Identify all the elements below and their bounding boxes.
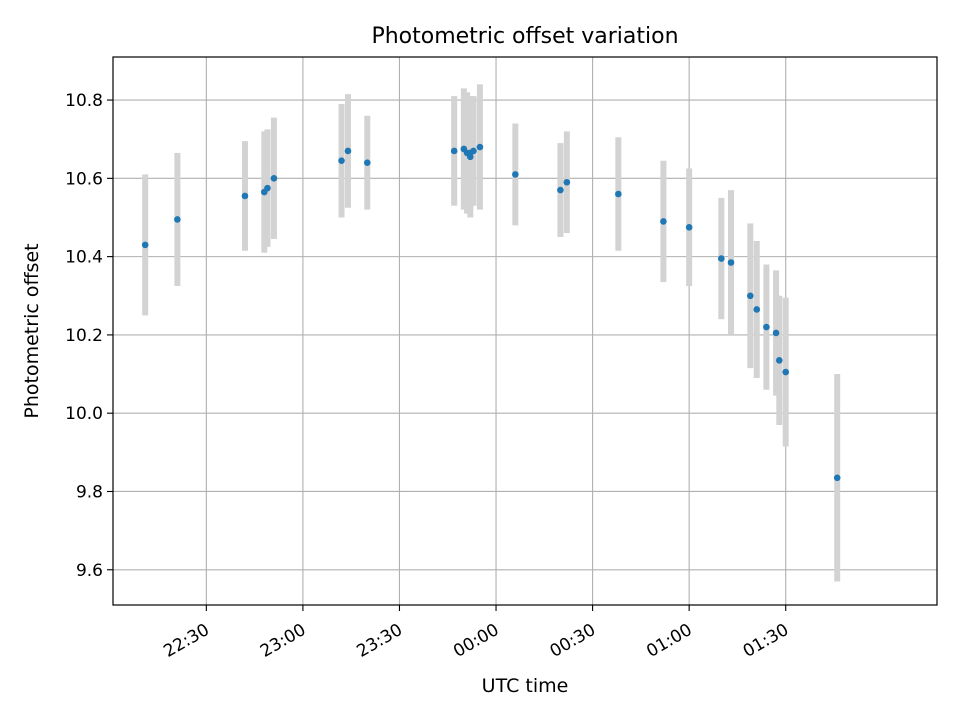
data-point [264,184,271,192]
plot-frame [112,56,938,606]
y-tick-label: 10.0 [65,404,103,424]
data-point [763,323,770,331]
data-point [270,175,278,182]
data-point [450,147,458,155]
data-point [563,178,571,186]
data-points [141,143,841,482]
data-point [141,241,149,249]
data-point [557,186,564,194]
data-point [775,357,783,364]
y-tick-label: 10.6 [65,169,103,189]
data-point [753,306,761,313]
chart-title: Photometric offset variation [371,24,678,49]
data-point [241,192,249,200]
y-tick-label: 9.8 [76,482,103,502]
data-point [338,157,345,165]
y-tick-label: 10.8 [65,91,103,111]
data-point [727,259,735,266]
data-point [615,190,622,198]
data-point [512,171,519,178]
y-tick-label: 10.4 [65,248,103,268]
x-axis-label: UTC time [482,675,569,697]
grid [113,57,937,605]
data-point [718,255,725,262]
data-point [747,292,754,300]
data-point [782,368,790,376]
data-point [660,218,667,225]
data-point [685,223,693,231]
data-point [470,147,477,155]
data-point [174,216,181,223]
y-axis-label: Photometric offset [21,243,43,418]
data-point [833,474,841,482]
data-point [363,159,371,166]
y-axis-ticks: 9.6 9.8 10.0 10.2 10.4 10.6 10.8 [65,91,113,581]
data-point [772,329,780,337]
data-point [344,147,352,155]
y-tick-label: 9.6 [76,561,103,581]
data-point [476,143,484,151]
y-tick-label: 10.2 [65,326,103,346]
